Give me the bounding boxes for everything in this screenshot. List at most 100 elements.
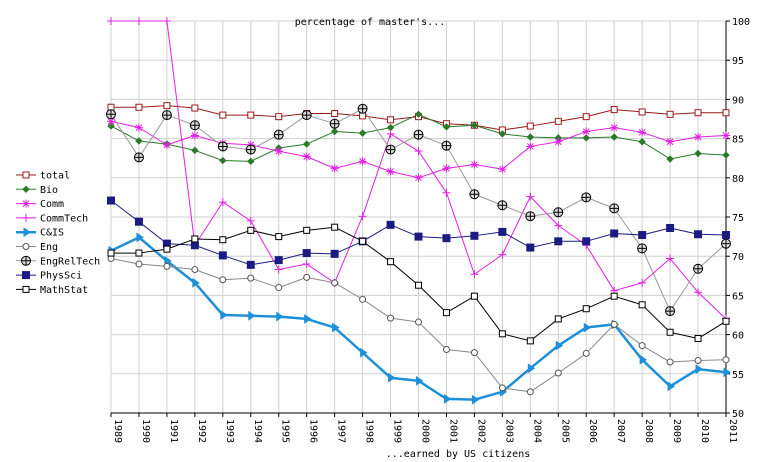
- data-point-commtech: [414, 147, 423, 156]
- data-point-comm: [134, 123, 143, 132]
- data-point-physsci: [442, 234, 451, 243]
- data-point-commtech: [358, 212, 367, 221]
- data-point-eng: [610, 320, 618, 328]
- data-point-eng: [666, 358, 674, 366]
- x-tick-label: 1994: [252, 419, 263, 443]
- data-point-comm: [526, 142, 535, 151]
- data-point-commtech: [498, 250, 507, 259]
- legend-marker: [22, 243, 30, 250]
- data-point-comm: [190, 131, 199, 140]
- legend-label: Bio: [40, 185, 58, 196]
- legend-label: C&IS: [40, 228, 64, 239]
- legend-marker: [21, 255, 31, 266]
- data-point-eng: [694, 356, 702, 364]
- data-point-comm: [582, 127, 591, 136]
- legend-item-eng: Eng: [16, 242, 58, 253]
- data-point-c-is: [667, 381, 675, 392]
- data-point-physsci: [274, 256, 283, 265]
- data-point-physsci: [414, 232, 423, 241]
- gridlines: [110, 20, 727, 414]
- x-tick-label: 2005: [559, 419, 570, 443]
- data-point-c-is: [639, 354, 648, 365]
- data-point-c-is: [220, 310, 228, 320]
- data-point-eng: [219, 276, 227, 284]
- data-point-total: [554, 117, 562, 125]
- data-point-total: [526, 122, 534, 130]
- data-point-c-is: [471, 394, 480, 405]
- data-point-engreltech: [161, 110, 172, 121]
- data-point-mathstat: [498, 330, 506, 338]
- x-tick-label: 2004: [531, 419, 542, 443]
- data-point-engreltech: [133, 152, 144, 163]
- legend: total Bio Comm CommTech C&IS Eng EngRelTech Phy…: [16, 171, 100, 296]
- data-point-total: [387, 116, 395, 124]
- data-point-total: [638, 108, 646, 116]
- x-tick-label: 2007: [615, 419, 626, 443]
- data-point-engreltech: [637, 243, 648, 254]
- data-point-physsci: [246, 260, 255, 269]
- data-point-total: [135, 103, 143, 111]
- data-point-commtech: [302, 260, 311, 269]
- data-point-bio: [638, 138, 646, 146]
- data-point-eng: [331, 279, 339, 287]
- legend-item-commtech: CommTech: [16, 213, 88, 224]
- chart-title: percentage of master's...: [295, 17, 446, 28]
- data-point-bio: [330, 127, 339, 136]
- data-point-eng: [387, 314, 395, 322]
- data-point-bio: [694, 149, 702, 158]
- x-tick-label: 2001: [447, 419, 458, 443]
- data-point-physsci: [330, 249, 339, 258]
- data-point-bio: [610, 133, 618, 141]
- data-point-engreltech: [189, 120, 200, 131]
- data-point-eng: [582, 349, 590, 357]
- data-point-mathstat: [442, 309, 450, 317]
- data-point-mathstat: [359, 237, 367, 245]
- data-point-total: [331, 110, 339, 118]
- y-tick-label: 55: [732, 370, 744, 381]
- data-point-eng: [135, 260, 143, 268]
- data-point-eng: [191, 266, 199, 274]
- data-point-comm: [722, 131, 730, 140]
- x-tick-label: 1993: [224, 419, 235, 443]
- data-point-mathstat: [554, 315, 562, 323]
- x-tick-label: 2002: [475, 419, 486, 443]
- data-point-mathstat: [470, 292, 478, 300]
- legend-marker: [22, 213, 30, 222]
- data-point-physsci: [582, 237, 591, 246]
- data-point-commtech: [638, 278, 647, 287]
- data-point-mathstat: [415, 281, 422, 289]
- data-point-c-is: [583, 322, 592, 333]
- x-tick-label: 1992: [196, 419, 207, 443]
- legend-item-comm: Comm: [16, 199, 64, 210]
- data-point-mathstat: [219, 236, 227, 244]
- data-point-physsci: [526, 243, 535, 252]
- data-point-bio: [219, 156, 227, 165]
- data-point-mathstat: [694, 335, 702, 343]
- data-point-commtech: [386, 129, 395, 138]
- x-tick-label: 2011: [727, 419, 738, 443]
- data-point-mathstat: [582, 305, 590, 313]
- data-point-c-is: [555, 340, 564, 351]
- data-point-engreltech: [357, 103, 368, 114]
- data-point-commtech: [442, 188, 451, 197]
- legend-marker: [22, 185, 30, 194]
- data-point-engreltech: [245, 144, 256, 155]
- data-point-comm: [358, 157, 367, 166]
- data-point-physsci: [107, 196, 115, 205]
- data-point-comm: [638, 128, 647, 137]
- x-axis-label: ...earned by US citizens: [386, 449, 531, 460]
- data-point-physsci: [302, 249, 311, 258]
- data-point-bio: [722, 151, 730, 159]
- legend-label: PhysSci: [40, 271, 82, 282]
- data-point-eng: [638, 342, 646, 350]
- data-point-total: [582, 113, 590, 121]
- data-point-comm: [414, 173, 423, 182]
- y-tick-label: 80: [732, 174, 744, 185]
- data-point-engreltech: [665, 306, 676, 317]
- data-point-eng: [722, 356, 730, 364]
- data-point-mathstat: [666, 328, 674, 336]
- data-point-c-is: [136, 232, 144, 243]
- legend-item-engreltech: EngRelTech: [16, 255, 100, 267]
- data-point-total: [219, 111, 227, 119]
- data-point-mathstat: [135, 249, 143, 257]
